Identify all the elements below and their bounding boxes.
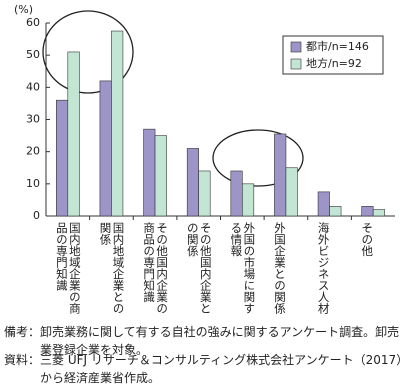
bar [242, 183, 255, 217]
y-tick-label: 0 [33, 209, 40, 222]
bar [230, 170, 243, 217]
legend-swatch [290, 58, 302, 70]
legend-label: 都市/n=146 [306, 39, 369, 53]
y-axis-unit: (%) [14, 3, 33, 16]
highlight-ellipse [212, 129, 304, 187]
highlight-ellipse [42, 10, 134, 94]
bar [361, 206, 374, 217]
x-tick-label: 外国の市場に関する情報 [229, 222, 257, 314]
x-tick-label: 外国企業との関係 [272, 222, 287, 314]
y-tick-label: 60 [26, 16, 40, 29]
x-tick-label: その他国内企業との関係 [185, 222, 213, 314]
footnote: 備考：卸売業務に関して有する自社の強みに関するアンケート調査。卸売業登録企業を対… [4, 325, 400, 357]
y-tick-label: 50 [26, 48, 40, 61]
x-tick-label: その他国内企業の商品の専門知識 [142, 222, 170, 314]
legend-label: 地方/n=92 [306, 56, 362, 70]
bar [198, 170, 211, 217]
bar [154, 135, 167, 217]
bar [111, 30, 124, 217]
bar [186, 148, 199, 217]
bar [67, 51, 80, 217]
chart: (%) 0 10 20 30 40 50 60 都市/n=146 地方/n=92 [14, 3, 395, 222]
bar [99, 80, 112, 217]
bar [285, 167, 298, 217]
x-tick-label: 国内地域企業の商品の専門知識 [54, 222, 82, 314]
x-tick-label: 国内地域企業との関係 [98, 222, 126, 314]
bar [143, 128, 156, 217]
y-tick-label: 30 [26, 113, 40, 126]
legend-swatch [290, 41, 302, 53]
x-tick-label: 海外ビジネス人材 [316, 222, 331, 314]
bar [317, 191, 330, 217]
bar [372, 209, 385, 217]
bar [56, 99, 69, 217]
bar [329, 206, 342, 217]
x-tick-label: その他 [360, 222, 375, 257]
footnote: 資料：三菱 UFJ リサーチ＆コンサルティング株式会社アンケート（2017）から… [4, 353, 403, 385]
y-tick-label: 20 [26, 145, 40, 158]
y-tick-label: 10 [26, 177, 40, 190]
y-tick-label: 40 [26, 80, 40, 93]
bar [274, 133, 287, 217]
